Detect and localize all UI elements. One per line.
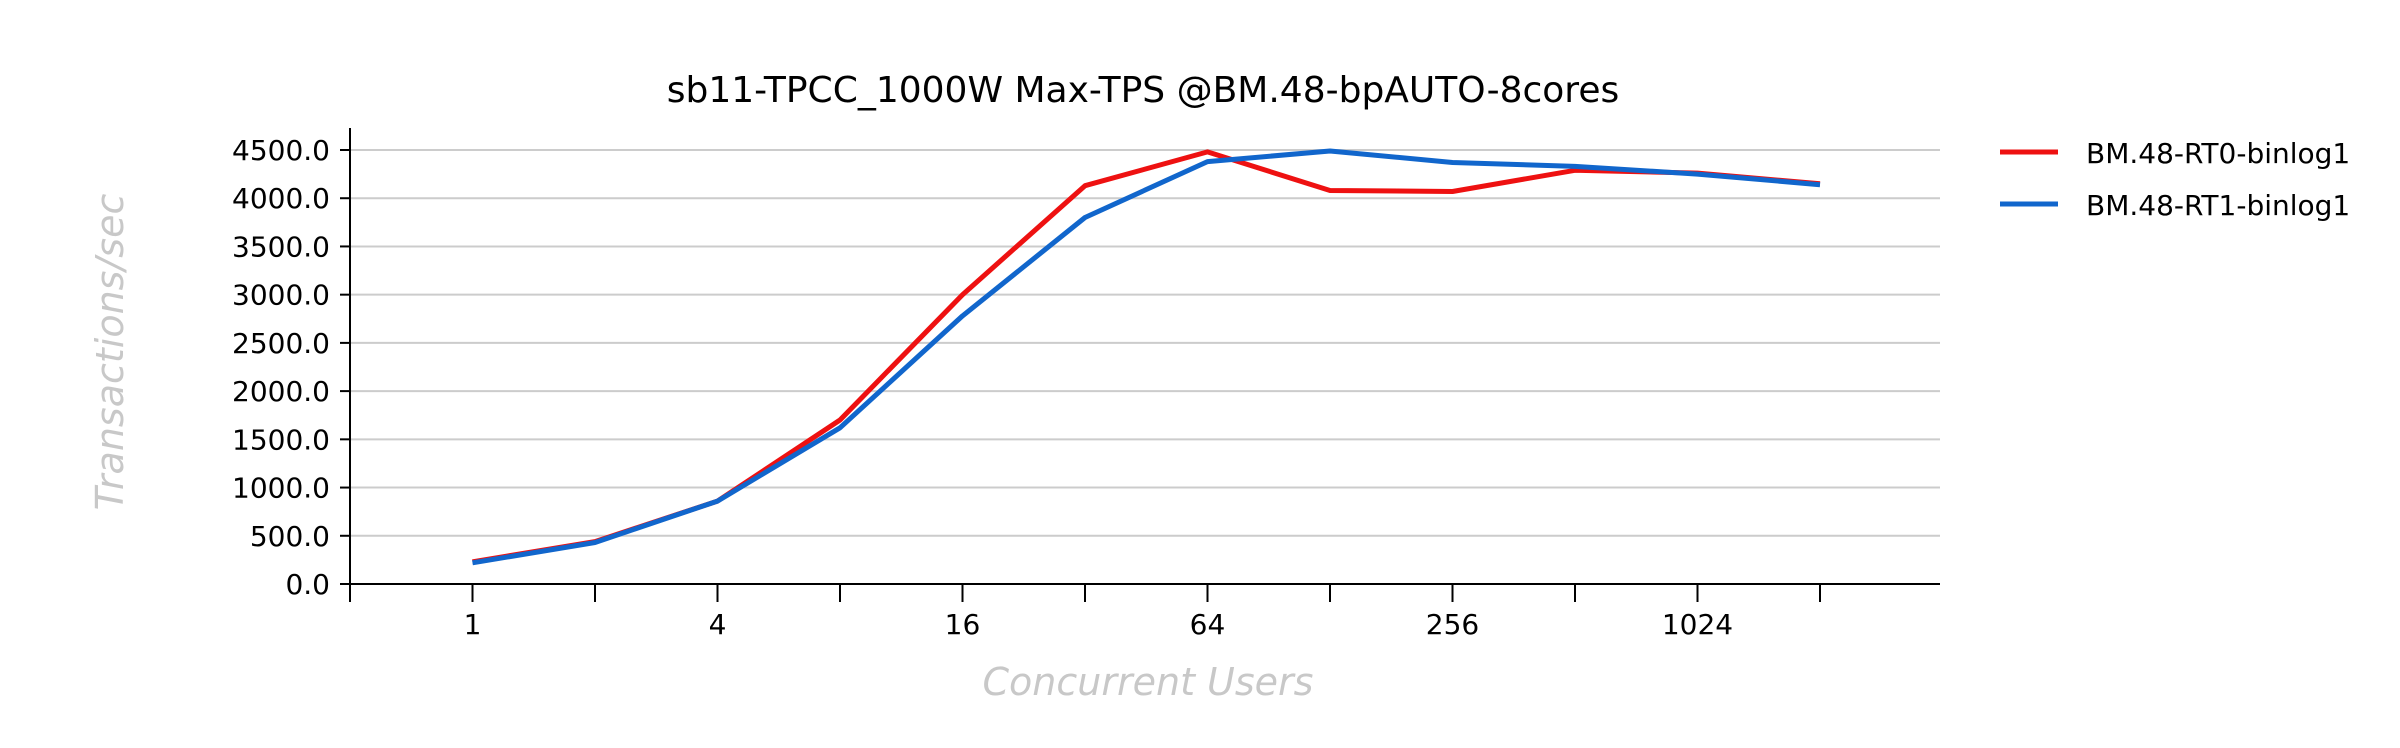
y-tick-label: 2500.0 — [232, 327, 330, 360]
legend-label: BM.48-RT0-binlog1 — [2086, 137, 2350, 170]
legend-label: BM.48-RT1-binlog1 — [2086, 189, 2350, 222]
y-tick-label: 2000.0 — [232, 375, 330, 408]
series-line-2 — [472, 148, 1821, 566]
y-tick-label: 500.0 — [250, 520, 330, 553]
x-tick-label: 256 — [1426, 608, 1479, 641]
legend: BM.48-RT0-binlog1 BM.48-RT1-binlog1 — [2000, 137, 2350, 222]
series-line-1 — [472, 149, 1821, 565]
y-tick-label: 0.0 — [285, 568, 330, 601]
y-axis-ticks: 0.0 500.0 1000.0 1500.0 2000.0 2500.0 3000.0 35… — [232, 134, 350, 601]
y-tick-label: 1000.0 — [232, 472, 330, 505]
y-tick-label: 3500.0 — [232, 230, 330, 263]
y-tick-label: 4000.0 — [232, 182, 330, 215]
y-tick-label: 4500.0 — [232, 134, 330, 167]
series-lines — [472, 148, 1821, 566]
x-tick-label: 64 — [1190, 608, 1226, 641]
x-axis-label: Concurrent Users — [983, 660, 1314, 704]
x-tick-label: 16 — [945, 608, 981, 641]
x-tick-label: 1 — [464, 608, 482, 641]
chart-title: sb11-TPCC_1000W Max-TPS @BM.48-bpAUTO-8c… — [667, 70, 1619, 111]
x-tick-label: 1024 — [1662, 608, 1733, 641]
y-tick-label: 1500.0 — [232, 423, 330, 456]
gridlines — [350, 149, 1940, 537]
x-tick-label: 4 — [709, 608, 727, 641]
y-tick-label: 3000.0 — [232, 279, 330, 312]
y-axis-label: Transactions/sec — [88, 194, 132, 511]
x-axis-ticks: 1 4 16 64 256 1024 — [349, 584, 1821, 641]
